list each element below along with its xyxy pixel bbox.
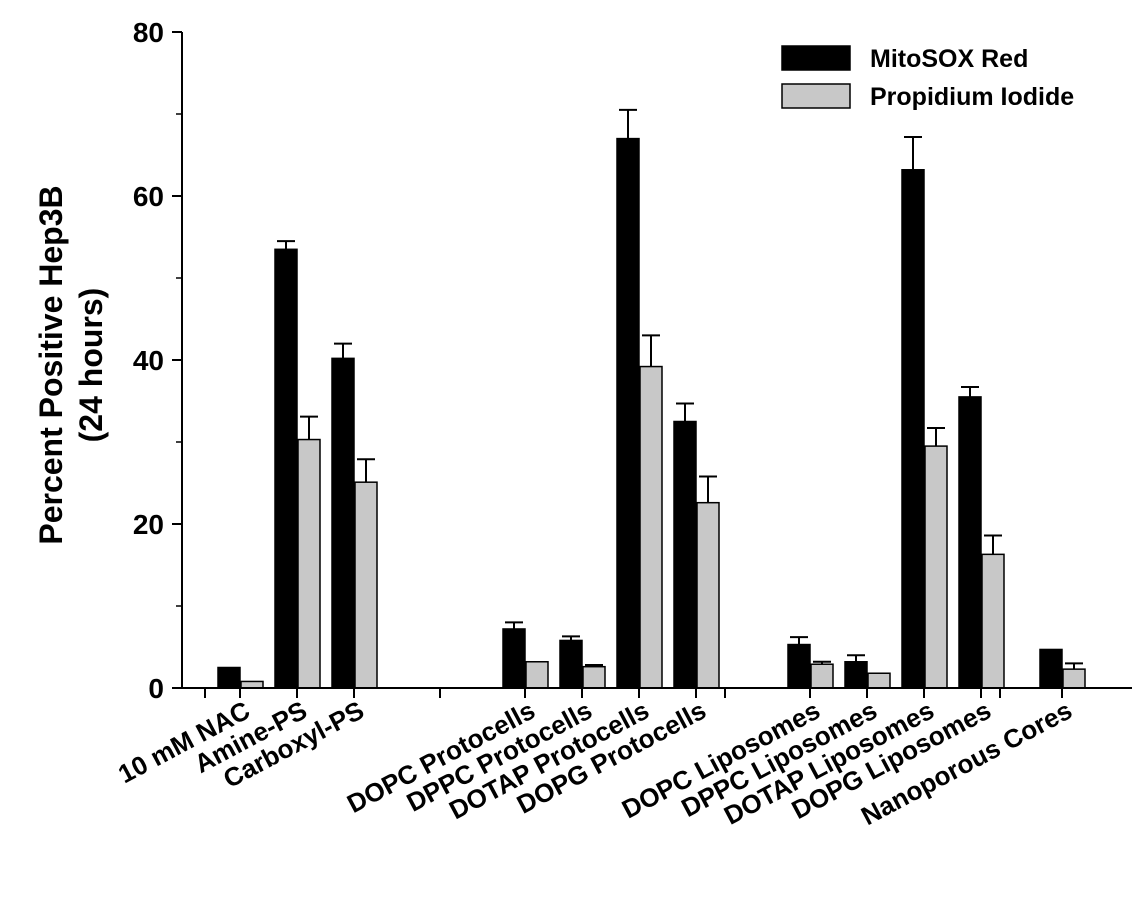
legend: MitoSOX Red Propidium Iodide bbox=[781, 45, 1074, 111]
legend-label-mitosox: MitoSOX Red bbox=[870, 45, 1028, 73]
bar-propidium bbox=[924, 445, 948, 689]
bar-propidium bbox=[981, 553, 1005, 689]
bar-mitosox bbox=[673, 420, 697, 689]
bar-mitosox bbox=[787, 643, 811, 689]
y-tick-label: 20 bbox=[133, 509, 164, 540]
y-tick-label: 80 bbox=[133, 17, 164, 48]
bar-propidium bbox=[582, 665, 606, 689]
bar-mitosox bbox=[274, 248, 298, 689]
y-tick-label: 0 bbox=[148, 673, 164, 704]
bar-mitosox bbox=[559, 639, 583, 689]
y-axis-title-line1: Percent Positive Hep3B bbox=[33, 185, 69, 544]
bar-mitosox bbox=[217, 666, 241, 689]
legend-swatch-propidium bbox=[781, 83, 851, 109]
bar-propidium bbox=[1062, 668, 1086, 689]
bar-propidium bbox=[297, 438, 321, 689]
bar-propidium bbox=[810, 663, 834, 689]
bar-propidium bbox=[354, 481, 378, 689]
bar-propidium bbox=[867, 672, 891, 689]
legend-swatch-mitosox bbox=[781, 45, 851, 71]
bar-mitosox bbox=[1039, 648, 1063, 689]
bar-mitosox bbox=[616, 137, 640, 689]
bar-mitosox bbox=[901, 169, 925, 689]
bar-propidium bbox=[639, 365, 663, 689]
y-axis-title-line2: (24 hours) bbox=[73, 288, 109, 443]
legend-label-propidium: Propidium Iodide bbox=[870, 83, 1074, 111]
bar-mitosox bbox=[331, 357, 355, 689]
bar-mitosox bbox=[958, 396, 982, 689]
y-tick-label: 40 bbox=[133, 345, 164, 376]
y-axis-title: Percent Positive Hep3B (24 hours) bbox=[33, 185, 109, 544]
bar-mitosox bbox=[502, 628, 526, 689]
bar-mitosox bbox=[844, 661, 868, 689]
y-tick-label: 60 bbox=[133, 181, 164, 212]
bar-propidium bbox=[525, 661, 549, 689]
bar-propidium bbox=[696, 501, 720, 689]
